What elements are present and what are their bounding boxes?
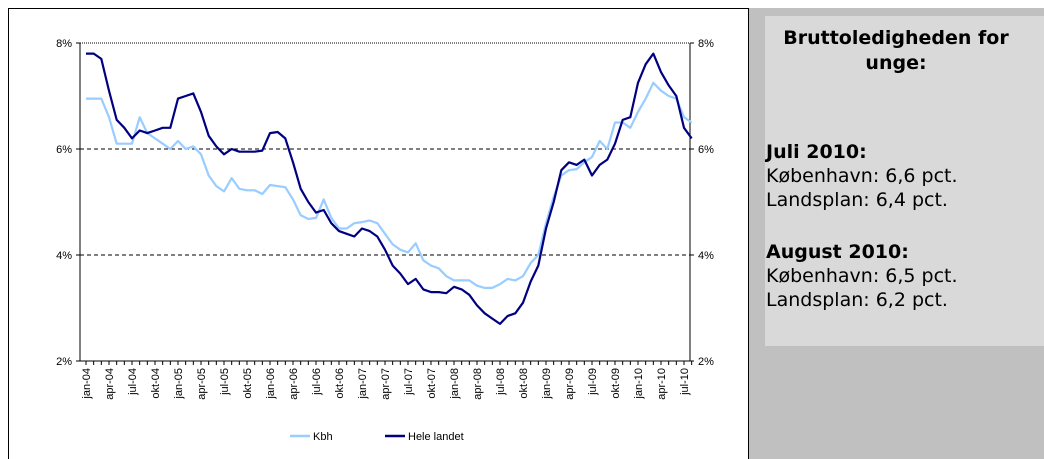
x-tick-label: jul-07 bbox=[403, 368, 415, 396]
x-tick-label: apr-04 bbox=[104, 368, 116, 400]
x-tick-label: okt-07 bbox=[426, 368, 438, 399]
panel-title: Bruttoledigheden for unge: bbox=[783, 27, 1009, 74]
line-series bbox=[86, 52, 693, 325]
y2-tick-label: 6% bbox=[698, 144, 714, 156]
legend-label: Hele landet bbox=[408, 431, 464, 443]
x-tick-label: jan-08 bbox=[449, 368, 461, 400]
x-tick-label: okt-09 bbox=[610, 368, 622, 399]
x-tick-label: apr-07 bbox=[380, 368, 392, 400]
chart: 2% 4% 6% 8% 2% 4% 6% 8% jan-04 apr-04 jul-04 okt-04… bbox=[8, 8, 749, 459]
x-tick-label: jan-05 bbox=[173, 368, 185, 400]
line-series bbox=[86, 81, 693, 289]
x-tick-label: okt-06 bbox=[334, 368, 346, 399]
x-tick-label: jan-07 bbox=[357, 368, 369, 400]
x-tick-label: okt-05 bbox=[242, 368, 254, 399]
x-tick-label: jan-06 bbox=[265, 368, 277, 400]
panel-line: København: 6,6 pct. bbox=[766, 165, 958, 187]
x-tick-label: jul-04 bbox=[127, 368, 139, 396]
legend-label: Kbh bbox=[313, 431, 333, 443]
x-tick-label: apr-06 bbox=[288, 368, 300, 400]
x-tick-label: jan-10 bbox=[633, 368, 645, 400]
y-tick-label: 2% bbox=[56, 356, 72, 368]
x-tick-label: jul-08 bbox=[495, 368, 507, 396]
x-tick-label: okt-04 bbox=[150, 368, 162, 399]
x-tick-label: jan-09 bbox=[541, 368, 553, 400]
panel-line: Landsplan: 6,4 pct. bbox=[766, 189, 948, 211]
y2-tick-label: 8% bbox=[698, 38, 714, 50]
x-tick-label: jul-05 bbox=[219, 368, 231, 396]
y2-tick-label: 2% bbox=[698, 356, 714, 368]
panel-heading: August 2010: bbox=[766, 241, 909, 263]
x-tick-label: apr-09 bbox=[564, 368, 576, 400]
x-tick-label: jul-09 bbox=[587, 368, 599, 396]
panel-line: København: 6,5 pct. bbox=[766, 265, 958, 287]
x-tick-label: jul-10 bbox=[679, 368, 691, 396]
y-tick-label: 4% bbox=[56, 250, 72, 262]
panel-heading: Juli 2010: bbox=[766, 141, 867, 163]
x-tick-label: jul-06 bbox=[311, 368, 323, 396]
chart-frame bbox=[8, 8, 749, 459]
x-tick-label: apr-05 bbox=[196, 368, 208, 400]
x-tick-label: apr-08 bbox=[472, 368, 484, 400]
y-tick-label: 8% bbox=[56, 38, 72, 50]
x-tick-label: apr-10 bbox=[656, 368, 668, 400]
y2-tick-label: 4% bbox=[698, 250, 714, 262]
x-tick-label: okt-08 bbox=[518, 368, 530, 399]
y-tick-label: 6% bbox=[56, 144, 72, 156]
info-panel: Bruttoledigheden for unge: Juli 2010: Kø… bbox=[749, 8, 1044, 459]
panel-line: Landsplan: 6,2 pct. bbox=[766, 289, 948, 311]
x-tick-label: jan-04 bbox=[81, 368, 93, 400]
panel-box bbox=[765, 16, 1044, 346]
